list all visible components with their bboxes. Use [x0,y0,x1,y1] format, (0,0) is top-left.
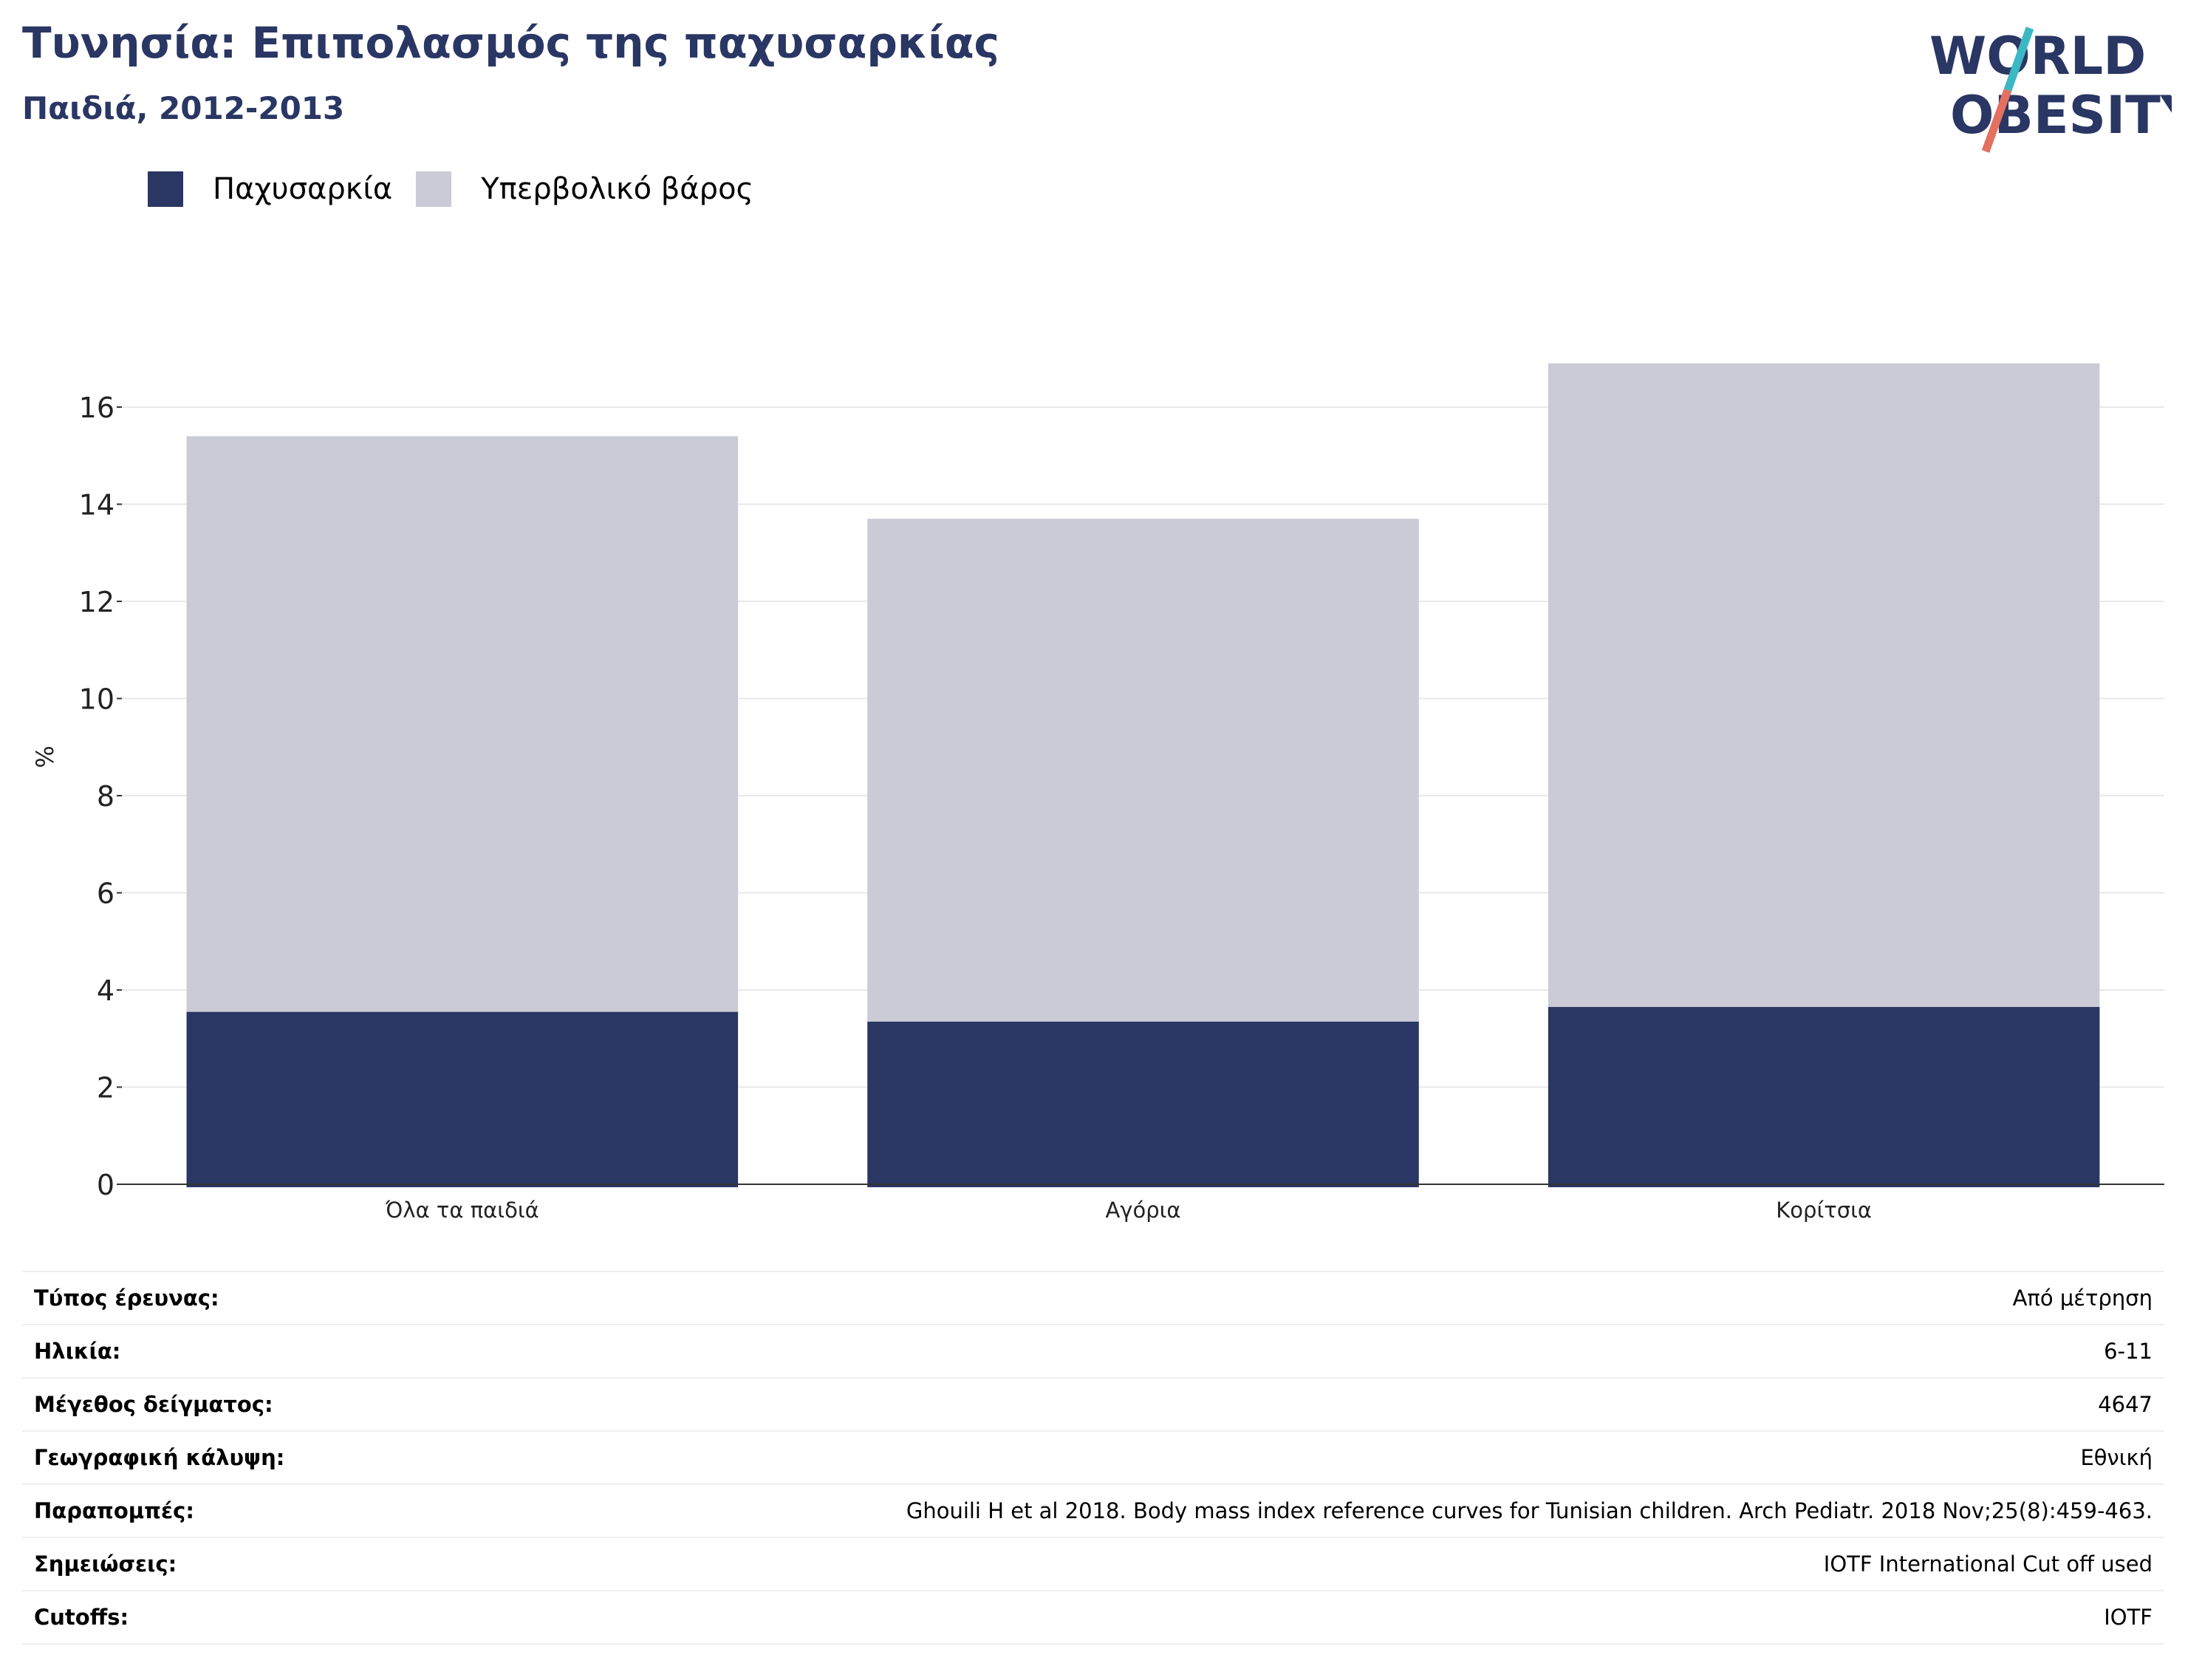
bar-overweight [867,519,1419,1022]
info-row: Παραπομπές: Ghouili H et al 2018. Body ma… [22,1485,2164,1538]
info-row: Ηλικία: 6-11 [22,1325,2164,1379]
bar-obesity [867,1021,1419,1187]
y-tick-label: 2 [97,1072,114,1104]
legend-label-obesity: Παχυσαρκία [213,172,393,206]
info-value: Από μέτρηση [2012,1285,2152,1311]
y-tick-label: 0 [97,1169,114,1201]
survey-info-table: Τύπος έρευνας: Από μέτρηση Ηλικία: 6-11 Μέγε… [22,1271,2164,1645]
info-label: Παραπομπές: [34,1498,194,1523]
bar-obesity [1548,1007,2100,1187]
stacked-bar-chart: 0 2 4 6 8 10 12 14 16% Όλα τα παιδιά Αγόρια Κορίτσι… [31,363,2164,1223]
y-tick-label: 6 [97,878,114,910]
info-label: Γεωγραφική κάλυψη: [34,1445,285,1470]
bar-obesity [186,1011,739,1187]
info-row: Cutoffs: IOTF [22,1591,2164,1645]
chart-subtitle: Παιδιά, 2012-2013 [22,90,345,126]
info-row: Γεωγραφική κάλυψη: Εθνική [22,1432,2164,1485]
bar-overweight [1548,363,2100,1008]
y-tick-label: 14 [79,489,114,522]
legend-label-overweight: Υπερβολικό βάρος [481,172,754,206]
info-row: Τύπος έρευνας: Από μέτρηση [22,1272,2164,1325]
legend-swatch-obesity [148,171,183,207]
chart-title: Τυνησία: Επιπολασμός της παχυσαρκίας [22,18,999,68]
legend-item-obesity: Παχυσαρκία [148,171,392,207]
x-category-label: Κορίτσια [1776,1198,1872,1223]
info-value: 4647 [2098,1392,2152,1417]
info-row: Μέγεθος δείγματος: 4647 [22,1379,2164,1432]
bar-overweight [186,436,739,1012]
y-tick-label: 12 [79,586,114,618]
x-category-label: Όλα τα παιδιά [385,1198,539,1223]
info-label: Cutoffs: [34,1605,129,1630]
info-label: Ηλικία: [34,1339,121,1364]
info-label: Τύπος έρευνας: [34,1285,219,1311]
info-value: Ghouili H et al 2018. Body mass index re… [906,1498,2152,1523]
y-axis-label: % [31,745,59,768]
logo-word-world: WORLD [1929,26,2146,86]
info-label: Μέγεθος δείγματος: [34,1392,273,1417]
chart-legend: Παχυσαρκία Υπερβολικό βάρος [148,171,777,207]
info-row: Σημειώσεις: IOTF International Cut off us… [22,1538,2164,1591]
info-value: IOTF [2104,1605,2152,1630]
world-obesity-logo: WORLD OBESITY [1929,26,2172,153]
legend-item-overweight: Υπερβολικό βάρος [416,171,753,207]
logo-slash-bottom [1981,89,2012,153]
y-tick-label: 16 [79,392,114,424]
x-category-label: Αγόρια [1105,1198,1180,1223]
y-tick-label: 10 [79,683,114,716]
y-tick-label: 8 [97,780,114,813]
y-tick-label: 4 [97,974,114,1007]
legend-swatch-overweight [416,171,452,207]
info-value: Εθνική [2080,1445,2152,1470]
info-value: 6-11 [2104,1339,2152,1364]
info-value: IOTF International Cut off used [1823,1551,2152,1577]
logo-slash-top [2003,27,2034,92]
info-label: Σημειώσεις: [34,1551,177,1577]
